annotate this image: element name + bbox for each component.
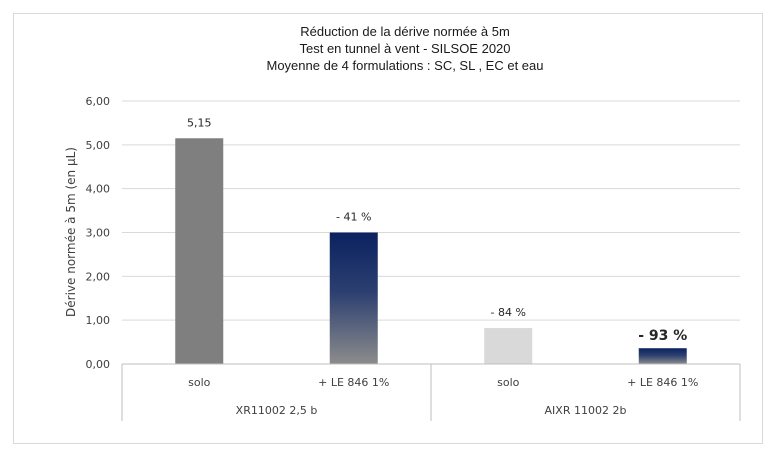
x-category-label: + LE 846 1%: [318, 376, 389, 389]
chart-title-line-3: Moyenne de 4 formulations : SC, SL , EC …: [267, 58, 544, 73]
bar-data-label: 5,15: [187, 116, 212, 129]
x-group-label: XR11002 2,5 b: [236, 404, 318, 417]
x-category-label: solo: [188, 376, 211, 389]
bar-data-label: - 84 %: [491, 306, 526, 319]
bar: [329, 232, 378, 364]
x-group-label: AIXR 11002 2b: [545, 404, 627, 417]
y-tick-label: 1,00: [86, 314, 111, 327]
y-tick-label: 2,00: [86, 270, 111, 283]
bar-data-label: - 41 %: [336, 211, 371, 224]
y-tick-label: 4,00: [86, 183, 111, 196]
bar: [484, 328, 533, 364]
y-tick-label: 5,00: [86, 139, 111, 152]
chart-title-line-2: Test en tunnel à vent - SILSOE 2020: [299, 41, 510, 56]
y-tick-label: 3,00: [86, 227, 111, 240]
y-tick-label: 0,00: [86, 358, 111, 371]
y-tick-label: 6,00: [86, 95, 111, 108]
chart-frame: [13, 13, 763, 444]
y-axis-label: Dérive normée à 5m (en µL): [64, 147, 78, 317]
bar-data-label: - 93 %: [638, 328, 687, 344]
bar: [175, 138, 224, 364]
x-category-label: solo: [497, 376, 520, 389]
chart-title-line-1: Réduction de la dérive normée à 5m: [300, 24, 510, 39]
x-category-label: + LE 846 1%: [627, 376, 698, 389]
bar: [638, 348, 687, 364]
chart-title: Réduction de la dérive normée à 5m Test …: [267, 24, 544, 73]
